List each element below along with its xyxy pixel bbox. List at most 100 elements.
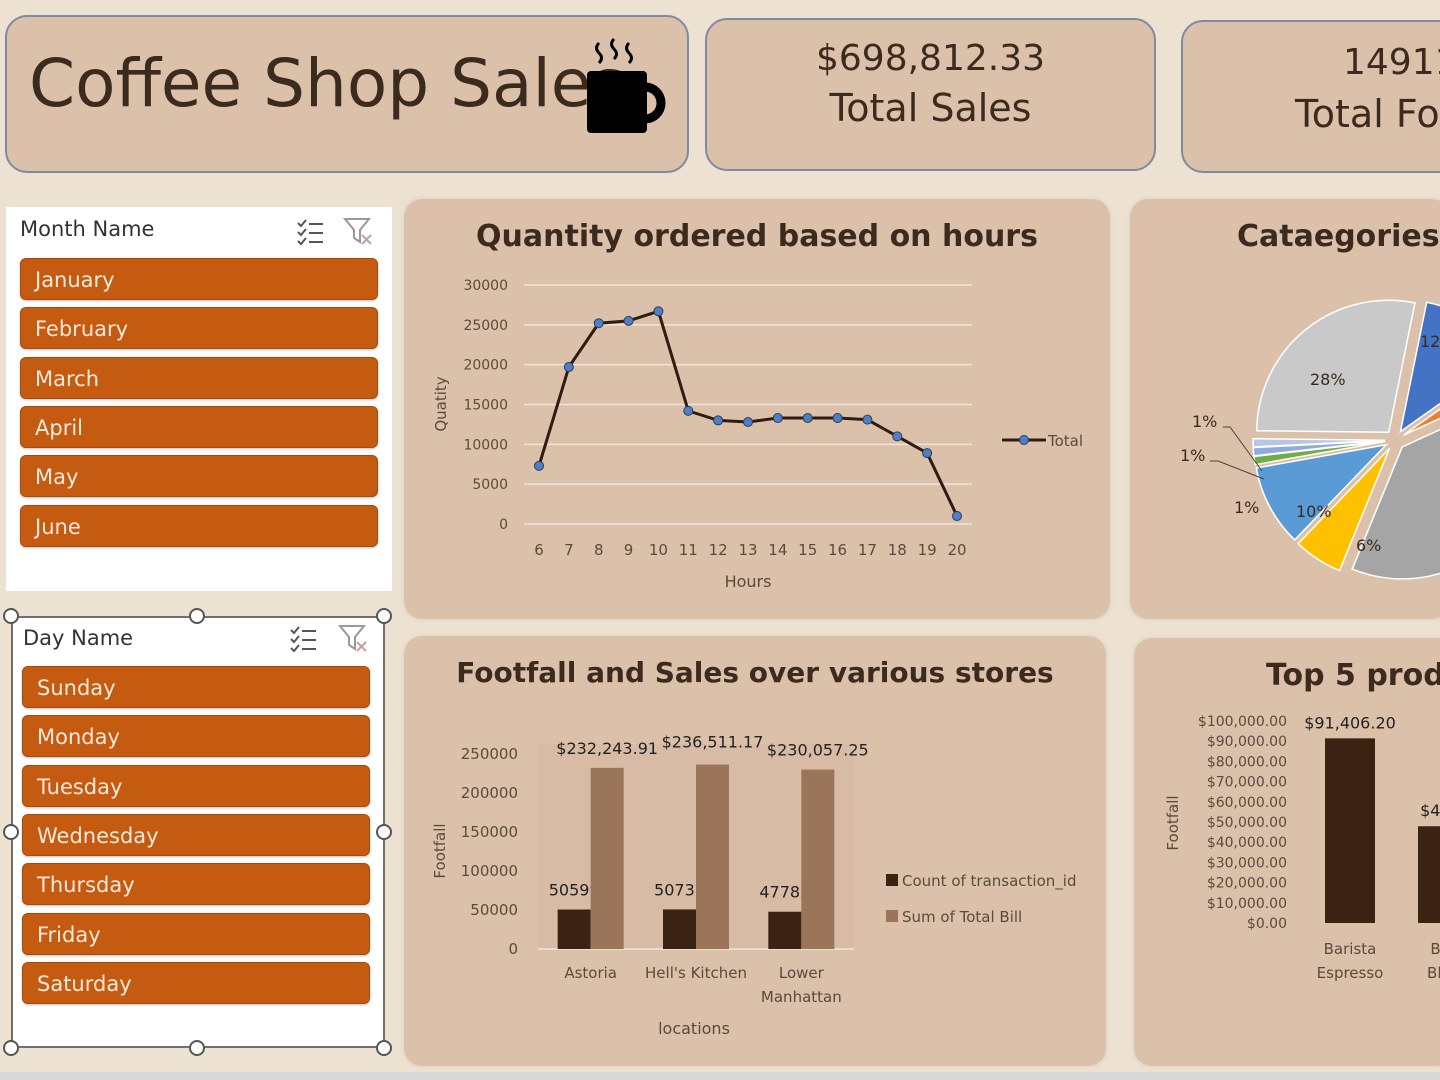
multi-select-icon[interactable] [287, 622, 319, 654]
x-tick-label: 7 [564, 541, 574, 559]
data-point [683, 405, 694, 416]
legend-label: Count of transaction_id [902, 872, 1076, 891]
title-panel: Coffee Shop Sales [5, 15, 689, 173]
slicer-item-saturday[interactable]: Saturday [22, 961, 370, 1004]
resize-handle-mr[interactable] [376, 824, 392, 840]
y-axis-label: Footfall [1164, 795, 1182, 850]
slicer-item-january[interactable]: January [20, 258, 378, 300]
resize-handle-br[interactable] [376, 1040, 392, 1056]
legend-swatch [886, 910, 898, 922]
y-tick-label: 200000 [461, 784, 518, 802]
chart-title: Footfall and Sales over various stores [456, 656, 1054, 689]
slicer-item-may[interactable]: May [20, 455, 378, 498]
slicer-title: Month Name [20, 217, 155, 241]
slice-label: 6% [1356, 536, 1381, 555]
slicer-item-friday[interactable]: Friday [22, 912, 370, 955]
y-tick-label: 10000 [463, 437, 508, 453]
resize-handle-bm[interactable] [189, 1040, 205, 1056]
data-point [653, 306, 664, 317]
y-tick-label: $30,000.00 [1207, 855, 1287, 871]
slicer-item-march[interactable]: March [20, 356, 378, 399]
data-label: 50735 [654, 880, 705, 899]
clear-filter-icon[interactable] [342, 215, 374, 247]
y-tick-label: 100000 [461, 862, 518, 880]
x-axis-label: locations [658, 1019, 730, 1038]
chart-title: Quantity ordered based on hours [476, 219, 1038, 254]
slicer-item-sunday[interactable]: Sunday [22, 666, 370, 708]
stores-chart-card[interactable]: Footfall and Sales over various stores 0… [404, 636, 1106, 1066]
y-tick-label: 50000 [470, 901, 518, 919]
pie-slice [1252, 437, 1386, 448]
kpi-total-footfall: 14911 Total Foo [1181, 20, 1440, 173]
categories-chart-card[interactable]: Cataegories % 12% 28% 1% 1% 1% 10% 6% [1130, 199, 1440, 619]
y-tick-label: 5000 [472, 477, 508, 493]
resize-handle-tr[interactable] [376, 608, 392, 624]
month-slicer[interactable]: Month Name January February March April May J… [6, 207, 392, 591]
slice-label: 1% [1192, 412, 1217, 431]
y-tick-label: $90,000.00 [1207, 734, 1287, 750]
data-point [832, 413, 843, 424]
day-slicer[interactable]: Day Name Sunday Monday Tuesday Wednesday Thu… [11, 616, 385, 1048]
bar [663, 909, 696, 949]
y-tick-label: $60,000.00 [1207, 795, 1287, 811]
x-tick-label: 9 [624, 541, 634, 559]
slice-label: 1% [1234, 498, 1259, 517]
resize-handle-bl[interactable] [3, 1040, 19, 1056]
data-point [534, 460, 544, 471]
pie-slice [1255, 443, 1389, 541]
x-tick-label: Espresso [1317, 964, 1384, 982]
legend-marker [1019, 435, 1029, 445]
slicer-item-monday[interactable]: Monday [22, 715, 370, 758]
y-tick-label: 20000 [463, 358, 508, 374]
data-point [772, 413, 783, 424]
categories-pie-chart: 12% 28% 1% 1% 1% 10% 6% [1180, 299, 1440, 580]
x-tick-label: 8 [594, 541, 604, 559]
multi-select-icon[interactable] [294, 215, 326, 247]
data-label: $230,057.25 [767, 741, 869, 760]
y-tick-label: $10,000.00 [1207, 896, 1287, 912]
bar [1325, 738, 1375, 923]
x-tick-label: 14 [768, 541, 787, 559]
chart-title: Top 5 produ [1266, 658, 1440, 693]
slicer-item-february[interactable]: February [20, 307, 378, 350]
slicer-title: Day Name [23, 626, 134, 650]
data-label: 50599 [549, 881, 600, 900]
x-tick-label: Astoria [564, 964, 617, 982]
pie-slice [1351, 428, 1440, 580]
y-tick-label: $50,000.00 [1207, 815, 1287, 831]
x-tick-label: Manhattan [761, 988, 842, 1006]
data-point [922, 448, 933, 459]
hours-chart-card[interactable]: Quantity ordered based on hours 0 5000 100… [404, 199, 1110, 619]
resize-handle-tl[interactable] [3, 608, 19, 624]
x-tick-label: Lower [779, 964, 825, 982]
data-label: 47782 [759, 883, 810, 902]
slice-label: 12% [1420, 332, 1440, 351]
y-tick-label: 250000 [461, 745, 518, 763]
coffee-cup-icon [587, 37, 666, 133]
y-axis-label: Footfall [431, 823, 449, 878]
bar [801, 769, 835, 949]
top-products-chart-card[interactable]: Top 5 produ $0.00 $10,000.00 $20,000.00 $30… [1134, 638, 1440, 1066]
resize-handle-ml[interactable] [3, 824, 19, 840]
slicer-item-tuesday[interactable]: Tuesday [22, 764, 370, 807]
resize-handle-tm[interactable] [189, 608, 205, 624]
data-point [593, 318, 604, 329]
kpi-value: 14911 [1343, 42, 1440, 83]
slicer-item-wednesday[interactable]: Wednesday [22, 813, 370, 856]
clear-filter-icon[interactable] [337, 622, 369, 654]
x-tick-label: 16 [828, 541, 847, 559]
data-point [743, 417, 753, 428]
slicer-item-thursday[interactable]: Thursday [22, 863, 370, 906]
slicer-item-april[interactable]: April [20, 405, 378, 448]
slicer-item-june[interactable]: June [20, 504, 378, 547]
y-tick-label: $100,000.00 [1198, 714, 1287, 730]
data-label: $236,511.17 [662, 733, 764, 752]
y-tick-label: 150000 [461, 823, 518, 841]
x-tick-label: 17 [858, 541, 877, 559]
bar [696, 764, 729, 949]
legend-swatch [886, 874, 898, 886]
y-tick-label: 30000 [463, 278, 508, 294]
bar [1418, 826, 1440, 923]
legend-label: Total [1047, 432, 1083, 450]
leader-line [1223, 426, 1263, 472]
